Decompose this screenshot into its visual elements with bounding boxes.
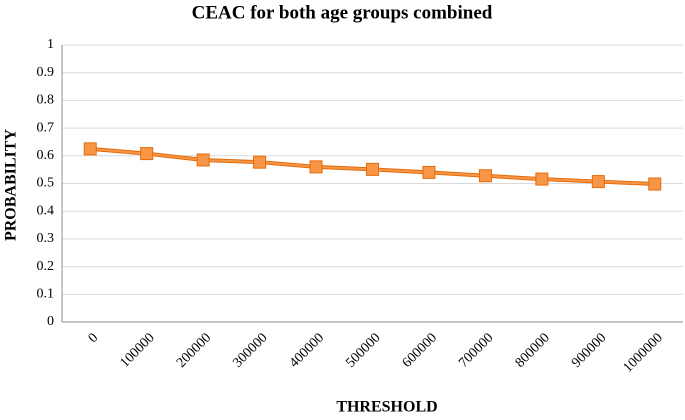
x-tick-label: 0 xyxy=(86,330,102,346)
chart-title: CEAC for both age groups combined xyxy=(192,2,493,23)
y-tick-label: 0.6 xyxy=(37,148,55,163)
x-tick-label: 700000 xyxy=(456,330,496,370)
y-tick-label: 0.7 xyxy=(37,120,55,135)
x-tick-label: 400000 xyxy=(287,330,327,370)
x-tick-label: 900000 xyxy=(569,330,609,370)
point xyxy=(422,165,436,179)
y-tick-label: 0.5 xyxy=(37,176,55,191)
x-axis-title: THRESHOLD xyxy=(336,399,437,416)
x-tick-label: 1000000 xyxy=(621,330,666,375)
x-tick-label: 600000 xyxy=(400,330,440,370)
y-tick-label: 0.3 xyxy=(37,231,55,246)
point xyxy=(196,153,210,167)
x-tick-label: 100000 xyxy=(117,330,157,370)
point xyxy=(535,172,549,186)
y-tick-label: 0.1 xyxy=(37,287,55,302)
x-tick-label: 200000 xyxy=(174,330,214,370)
point xyxy=(140,147,154,161)
point xyxy=(309,160,323,174)
point xyxy=(478,169,492,183)
x-tick-label: 500000 xyxy=(343,330,383,370)
y-tick-label: 1 xyxy=(47,37,54,52)
point xyxy=(83,142,97,156)
point xyxy=(366,162,379,176)
y-tick-label: 0 xyxy=(47,314,54,329)
y-axis-title: PROBABILITY xyxy=(3,129,20,241)
x-tick-label: 300000 xyxy=(230,330,270,370)
point xyxy=(253,155,267,169)
point xyxy=(648,177,662,191)
y-tick-label: 0.8 xyxy=(37,93,55,108)
y-tick-label: 0.4 xyxy=(37,203,55,218)
y-tick-label: 0.2 xyxy=(37,259,55,274)
point xyxy=(591,175,605,189)
y-tick-label: 0.9 xyxy=(37,65,55,80)
x-tick-label: 800000 xyxy=(513,330,553,370)
